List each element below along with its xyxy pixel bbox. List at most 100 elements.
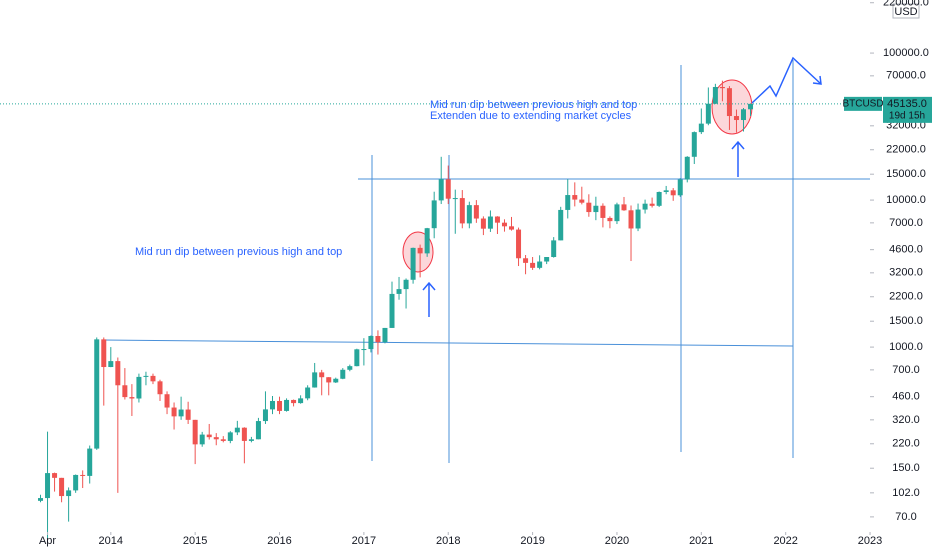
candle-body	[614, 204, 620, 222]
candles	[38, 80, 754, 539]
candle-body	[523, 258, 529, 263]
candle-body	[431, 200, 437, 229]
candle-body	[733, 116, 739, 121]
candle-body	[417, 247, 423, 254]
countdown-label: 19d 15h	[889, 110, 925, 121]
candle-body	[516, 229, 522, 259]
y-tick-label: 320.0	[892, 414, 920, 426]
candle-body	[157, 381, 163, 395]
candle-body	[410, 247, 416, 280]
candle-body	[129, 397, 135, 399]
candle-body	[719, 86, 725, 89]
candle-body	[382, 327, 388, 343]
price-box	[883, 96, 932, 123]
candle-body	[284, 399, 290, 411]
x-tick-label: 2021	[689, 535, 713, 547]
candle-body	[101, 339, 107, 368]
candle-body	[565, 195, 571, 210]
candle-body	[305, 387, 311, 399]
y-tick-label: 220000.0	[883, 0, 929, 9]
candle-body	[108, 361, 114, 368]
y-tick-label: 460.0	[892, 391, 920, 403]
candle-body	[326, 377, 332, 383]
symbol-box	[844, 96, 882, 111]
candle-body	[150, 375, 156, 382]
candle-body	[333, 378, 339, 383]
candle-body	[220, 439, 226, 441]
candle-body	[52, 473, 58, 478]
y-tick-label: 220.0	[892, 438, 920, 450]
candle-body	[494, 216, 500, 223]
candle-body	[298, 398, 304, 404]
candle-body	[277, 400, 283, 411]
arrow	[731, 140, 745, 177]
y-tick-label: 102.0	[892, 487, 920, 499]
currency-label: USD	[894, 6, 917, 18]
y-tick-label: 10000.0	[886, 194, 926, 206]
arrow	[422, 281, 436, 317]
candle-body	[635, 209, 641, 229]
annotation: Mid run dip between previous high and to…	[430, 99, 637, 111]
candle-body	[94, 339, 100, 449]
x-tick-label: 2014	[99, 535, 123, 547]
candle-body	[59, 477, 65, 497]
candle-body	[38, 498, 43, 501]
x-tick-label: Apr	[39, 535, 56, 547]
x-tick-label: 2015	[183, 535, 207, 547]
candle-body	[368, 335, 374, 350]
candle-body	[248, 439, 254, 441]
candle-body	[656, 191, 662, 206]
projection-arrow	[751, 56, 822, 104]
annotation: Extenden due to extending market cycles	[430, 110, 632, 122]
y-tick-label: 1500.0	[889, 315, 923, 327]
candle-body	[741, 109, 746, 121]
candle-body	[544, 257, 550, 262]
candle-body	[241, 427, 247, 441]
candle-body	[389, 293, 395, 328]
candle-body	[670, 190, 676, 196]
currency-box	[892, 3, 920, 19]
candle-body	[748, 103, 754, 110]
x-tick-label: 2016	[267, 535, 291, 547]
candle-body	[262, 409, 268, 422]
x-tick-label: 2017	[352, 535, 376, 547]
candle-body	[663, 190, 669, 192]
candle-body	[445, 179, 451, 199]
candle-body	[677, 179, 683, 196]
y-tick-label: 100000.0	[883, 47, 929, 59]
y-tick-label: 1000.0	[889, 341, 923, 353]
last-price-label: 45135.0	[887, 98, 927, 110]
candle-body	[143, 375, 149, 377]
x-tick-label: 2020	[605, 535, 629, 547]
candle-body	[438, 179, 444, 201]
y-tick-label: 7000.0	[889, 217, 923, 229]
y-tick-label: 700.0	[892, 364, 920, 376]
candle-body	[530, 262, 536, 268]
candle-body	[705, 103, 711, 124]
candle-body	[80, 474, 86, 476]
candle-body	[269, 400, 275, 410]
x-tick-label: 2023	[858, 535, 882, 547]
candle-body	[684, 156, 690, 180]
candle-body	[698, 123, 704, 133]
candle-body	[396, 289, 402, 294]
x-tick-label: 2018	[436, 535, 460, 547]
candle-body	[312, 372, 318, 388]
candle-body	[480, 218, 486, 229]
y-tick-label: 150.0	[892, 462, 920, 474]
candle-body	[473, 205, 479, 219]
candle-body	[621, 204, 627, 211]
candle-body	[45, 473, 51, 499]
y-tick-label: 70000.0	[886, 70, 926, 82]
y-tick-label: 22000.0	[886, 144, 926, 156]
candle-body	[122, 385, 128, 398]
candle-body	[375, 335, 381, 343]
candle-body	[558, 209, 564, 241]
candle-body	[291, 399, 297, 404]
candle-body	[424, 228, 430, 254]
candle-body	[206, 434, 212, 438]
candle-body	[649, 203, 655, 206]
candle-body	[452, 198, 458, 200]
candle-body	[354, 349, 360, 367]
